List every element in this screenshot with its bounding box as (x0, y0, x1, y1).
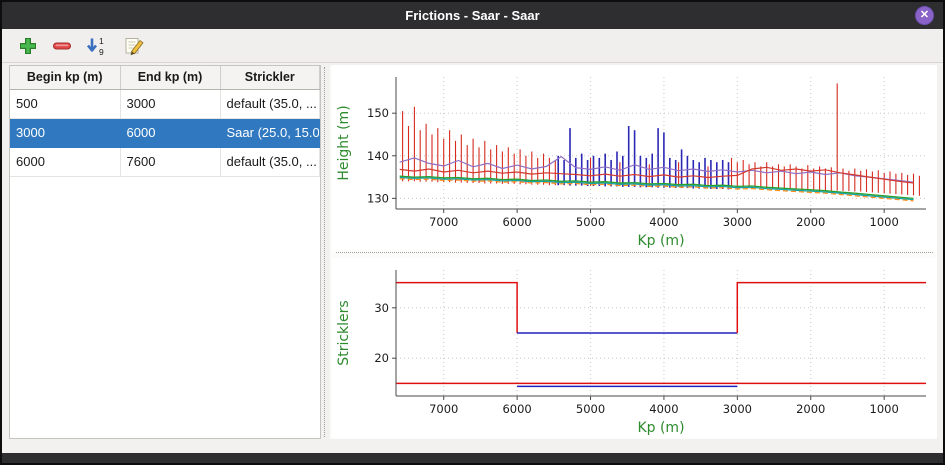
stricklers-chart: 7000 6000 5000 4000 3000 2000 1000 20 30 Kp (m) St… (332, 258, 937, 438)
table-row[interactable]: 3000 6000 Saar (25.0, 15.0) (10, 118, 320, 148)
series-water-level (399, 166, 914, 184)
x-tick-label: 1000 (870, 402, 899, 416)
sort-button[interactable]: 1 9 (82, 32, 109, 59)
close-button[interactable]: ✕ (915, 6, 934, 25)
x-tick-label: 2000 (796, 402, 825, 416)
column-header[interactable]: Begin kp (m) (10, 66, 121, 90)
frictions-table-panel: Begin kp (m) End kp (m) Strickler 500 3000 d… (9, 65, 321, 439)
x-tick-label: 4000 (649, 215, 678, 229)
charts-panel: 7000 6000 5000 4000 3000 2000 1000 130 140 150 Kp … (330, 65, 937, 439)
y-tick-label: 150 (367, 106, 389, 120)
vertical-splitter[interactable] (324, 67, 330, 437)
series-minor-bed-default-downstream (736, 281, 926, 333)
table-cell[interactable]: Saar (25.0, 15.0) (220, 118, 320, 148)
stricklers-chart-svg: 7000 6000 5000 4000 3000 2000 1000 20 30 Kp (m) St… (336, 270, 926, 436)
x-tick-label: 5000 (576, 402, 605, 416)
x-tick-label: 7000 (429, 215, 458, 229)
minus-icon (53, 42, 71, 49)
x-tick-label: 5000 (576, 215, 605, 229)
x-tick-label: 7000 (429, 402, 458, 416)
height-chart: 7000 6000 5000 4000 3000 2000 1000 130 140 150 Kp … (332, 65, 937, 251)
column-header[interactable]: End kp (m) (120, 66, 221, 90)
window-title: Frictions - Saar - Saar (405, 8, 540, 23)
y-tick-label: 30 (374, 301, 389, 315)
x-tick-label: 2000 (796, 215, 825, 229)
y-axis-label: Stricklers (336, 300, 352, 365)
series-minor-bed-default-upstream (396, 281, 518, 333)
x-tick-label: 6000 (502, 215, 531, 229)
toolbar: 1 9 (2, 29, 943, 63)
titlebar[interactable]: Frictions - Saar - Saar ✕ (2, 2, 943, 29)
remove-friction-button[interactable] (48, 32, 75, 59)
series-right-bank (399, 176, 914, 201)
column-header[interactable]: Strickler (220, 66, 320, 90)
table-cell[interactable]: 6000 (10, 147, 121, 177)
table-cell[interactable]: default (35.0, ... (220, 147, 320, 177)
table-header-row: Begin kp (m) End kp (m) Strickler (10, 66, 320, 90)
horizontal-splitter[interactable] (336, 252, 933, 258)
x-axis-label: Kp (m) (637, 420, 684, 436)
close-icon: ✕ (919, 9, 930, 21)
x-tick-label: 4000 (649, 402, 678, 416)
plus-icon (20, 37, 36, 54)
table-cell[interactable]: 3000 (120, 89, 221, 119)
sort-icon: 1 9 (86, 36, 104, 57)
x-axis-label: Kp (m) (637, 233, 684, 249)
y-tick-label: 20 (374, 351, 389, 365)
window-bottom-edge (2, 453, 943, 463)
y-tick-label: 140 (367, 149, 389, 163)
height-chart-svg: 7000 6000 5000 4000 3000 2000 1000 130 140 150 Kp … (336, 77, 926, 249)
svg-text:9: 9 (99, 47, 104, 57)
table-cell[interactable]: 500 (10, 89, 121, 119)
x-tick-label: 3000 (723, 402, 752, 416)
x-tick-label: 3000 (723, 215, 752, 229)
series-bed-level (399, 178, 914, 202)
series-left-bank (399, 175, 914, 200)
add-friction-button[interactable] (14, 32, 41, 59)
edit-icon (125, 37, 144, 55)
y-tick-label: 130 (367, 191, 389, 205)
frictions-table-body: 500 3000 default (35.0, ... 3000 6000 Saar (2… (10, 89, 320, 177)
frictions-table: Begin kp (m) End kp (m) Strickler 500 3000 d… (10, 66, 320, 177)
svg-text:1: 1 (99, 36, 104, 46)
main-area: Begin kp (m) End kp (m) Strickler 500 3000 d… (2, 63, 943, 453)
x-tick-label: 6000 (502, 402, 531, 416)
table-cell[interactable]: 6000 (120, 118, 221, 148)
table-row[interactable]: 500 3000 default (35.0, ... (10, 89, 320, 119)
y-axis-label: Height (m) (336, 105, 352, 180)
edit-friction-button[interactable] (120, 32, 147, 59)
series-upper-envelope (399, 155, 914, 183)
table-cell[interactable]: 3000 (10, 118, 121, 148)
x-tick-label: 1000 (870, 215, 899, 229)
table-row[interactable]: 6000 7600 default (35.0, ... (10, 147, 320, 177)
table-cell[interactable]: default (35.0, ... (220, 89, 320, 119)
table-cell[interactable]: 7600 (120, 147, 221, 177)
